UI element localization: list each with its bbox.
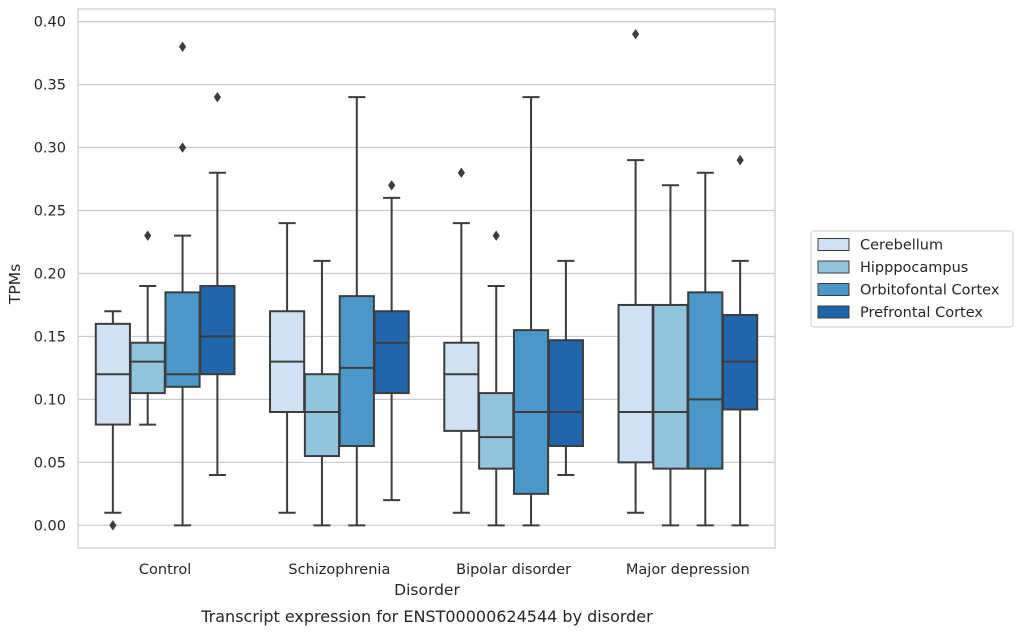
box-iqr [199,285,236,376]
legend-frame [810,230,1014,328]
outlier-point [492,230,500,241]
box [94,310,131,531]
x-axis-label: Disorder [394,581,460,599]
outlier-point [632,28,640,40]
x-tick-label: Control [139,562,191,578]
box-iqr [478,392,515,470]
y-tick-label: 0.20 [34,266,66,282]
y-tick-label: 0.15 [34,329,66,345]
y-tick-label: 0.05 [34,455,66,471]
x-tick-label: Major depression [626,562,750,578]
box-iqr [129,341,166,395]
box [269,222,306,514]
y-tick-label: 0.30 [34,141,66,157]
y-tick-labels: 0.00 0.05 0.10 0.15 0.20 0.25 0.30 0.35 0.40 [34,15,66,535]
y-tick-label: 0.40 [34,15,66,31]
chart-caption: Transcript expression for ENST0000062454… [200,607,653,626]
box [722,154,759,527]
box-iqr [164,291,201,388]
legend-swatch [817,238,850,251]
plot-area [77,8,776,549]
box-iqr [652,303,689,470]
legend-label: Orbitofontal Cortex [860,283,1000,299]
box [617,28,654,514]
outlier-point [178,41,187,52]
box-iqr [617,303,654,464]
box [199,91,236,476]
outlier-point [388,180,396,191]
y-tick-label: 0.00 [34,518,66,534]
box [373,180,410,502]
box [547,259,584,476]
legend: Cerebellum Hipppocampus Orbitofontal Corte… [810,230,1014,328]
box-iqr [547,339,584,447]
outlier-point [457,167,465,178]
box [164,41,201,527]
box-groups [94,28,759,531]
x-tick-labels: Control Schizophrenia Bipolar disorder Majo… [139,562,750,578]
box [338,96,375,527]
y-axis-label: TPMs [6,264,24,305]
box-iqr [443,341,480,432]
outlier-point [178,142,187,153]
box-iqr [687,291,724,470]
x-tick-label: Schizophrenia [288,562,390,578]
x-tick-label: Bipolar disorder [456,562,571,578]
box [512,96,550,527]
legend-label: Cerebellum [860,238,943,254]
box-iqr [373,310,410,395]
legend-swatch [817,260,850,274]
box [478,230,515,527]
box [443,167,480,514]
box [303,259,341,527]
y-tick-label: 0.10 [34,392,66,408]
box [687,171,724,527]
legend-swatch [817,305,850,319]
outlier-point [213,91,221,103]
legend-label: Hipppocampus [860,260,968,276]
box-iqr [338,295,375,447]
y-tick-label: 0.35 [34,78,66,94]
box [652,184,689,527]
outlier-point [144,230,152,241]
box [129,230,166,426]
legend-label: Prefrontal Cortex [860,305,983,321]
y-tick-label: 0.25 [34,203,66,219]
outlier-point [736,154,744,166]
legend-swatch [817,283,850,296]
outlier-point [109,520,117,531]
box-iqr [303,373,341,458]
